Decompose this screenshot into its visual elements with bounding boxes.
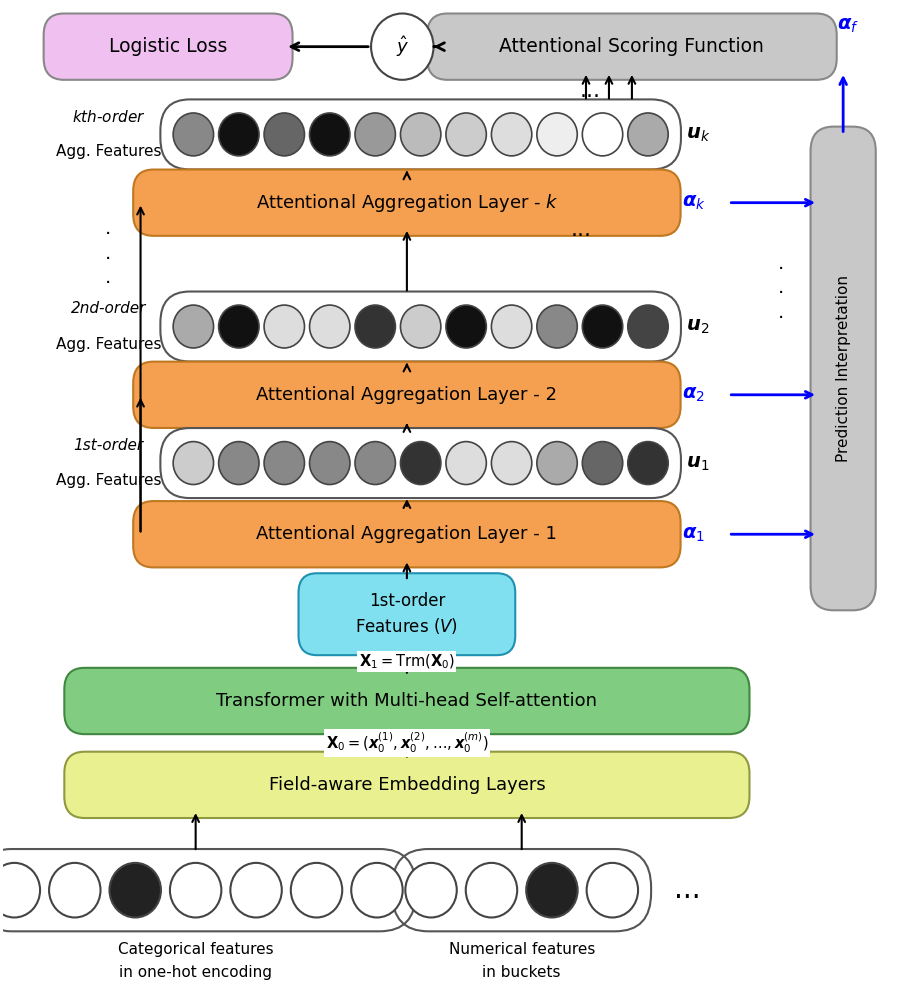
Text: $\boldsymbol{\alpha}_1$: $\boldsymbol{\alpha}_1$	[683, 525, 705, 543]
Circle shape	[446, 442, 486, 484]
FancyBboxPatch shape	[298, 573, 516, 655]
Circle shape	[446, 305, 486, 348]
Circle shape	[627, 442, 668, 484]
FancyBboxPatch shape	[43, 14, 293, 80]
Circle shape	[466, 863, 517, 918]
Circle shape	[173, 113, 213, 156]
Circle shape	[406, 863, 456, 918]
Text: Attentional Aggregation Layer - $k$: Attentional Aggregation Layer - $k$	[256, 191, 558, 214]
Circle shape	[219, 305, 259, 348]
Text: $\boldsymbol{u}_k$: $\boldsymbol{u}_k$	[687, 125, 711, 144]
Text: ...: ...	[361, 877, 388, 904]
Text: Logistic Loss: Logistic Loss	[109, 37, 227, 56]
Circle shape	[355, 442, 395, 484]
Text: 1st-order: 1st-order	[73, 438, 143, 453]
Circle shape	[537, 113, 578, 156]
Circle shape	[49, 863, 101, 918]
Text: 2nd-order: 2nd-order	[71, 302, 146, 317]
Circle shape	[110, 863, 161, 918]
Circle shape	[230, 863, 282, 918]
Circle shape	[627, 305, 668, 348]
FancyBboxPatch shape	[133, 170, 681, 236]
Circle shape	[355, 113, 395, 156]
Text: ...: ...	[571, 221, 592, 241]
Text: in buckets: in buckets	[482, 965, 561, 980]
Text: Prediction Interpretation: Prediction Interpretation	[835, 275, 851, 462]
Circle shape	[582, 442, 623, 484]
FancyBboxPatch shape	[133, 362, 681, 428]
Circle shape	[173, 442, 213, 484]
Text: Agg. Features: Agg. Features	[55, 145, 161, 160]
Text: Transformer with Multi-head Self-attention: Transformer with Multi-head Self-attenti…	[216, 692, 598, 710]
Text: ·: ·	[105, 274, 112, 293]
Text: ...: ...	[580, 81, 602, 101]
Circle shape	[400, 113, 441, 156]
Circle shape	[264, 113, 305, 156]
Circle shape	[219, 442, 259, 484]
Text: Categorical features: Categorical features	[118, 942, 274, 957]
FancyBboxPatch shape	[810, 126, 876, 610]
Text: Attentional Aggregation Layer - 2: Attentional Aggregation Layer - 2	[256, 386, 557, 404]
Text: Attentional Scoring Function: Attentional Scoring Function	[500, 37, 764, 56]
Circle shape	[582, 305, 623, 348]
Circle shape	[173, 305, 213, 348]
Text: Agg. Features: Agg. Features	[55, 336, 161, 352]
Circle shape	[355, 305, 395, 348]
Text: $\mathbf{X}_1=\mathrm{Trm}(\mathbf{X}_0)$: $\mathbf{X}_1=\mathrm{Trm}(\mathbf{X}_0)…	[359, 653, 455, 670]
Text: $\boldsymbol{\alpha}_f$: $\boldsymbol{\alpha}_f$	[837, 16, 858, 35]
Text: $\boldsymbol{u}_2$: $\boldsymbol{u}_2$	[687, 317, 710, 336]
Circle shape	[351, 863, 403, 918]
Circle shape	[400, 305, 441, 348]
Text: $\mathbf{X}_0=(\boldsymbol{x}_0^{(1)},\boldsymbol{x}_0^{(2)},\ldots,\boldsymbol{: $\mathbf{X}_0=(\boldsymbol{x}_0^{(1)},\b…	[325, 731, 488, 755]
Circle shape	[627, 113, 668, 156]
Circle shape	[219, 113, 259, 156]
Text: $\boldsymbol{\alpha}_2$: $\boldsymbol{\alpha}_2$	[683, 386, 705, 404]
Text: $\boldsymbol{\alpha}_k$: $\boldsymbol{\alpha}_k$	[683, 193, 706, 212]
FancyBboxPatch shape	[133, 501, 681, 567]
Circle shape	[264, 442, 305, 484]
Circle shape	[310, 113, 350, 156]
Text: Field-aware Embedding Layers: Field-aware Embedding Layers	[269, 776, 545, 794]
FancyBboxPatch shape	[65, 668, 749, 735]
Circle shape	[526, 863, 578, 918]
Circle shape	[492, 113, 532, 156]
Text: $\hat{y}$: $\hat{y}$	[395, 35, 409, 59]
Text: ·: ·	[778, 260, 784, 279]
Circle shape	[170, 863, 222, 918]
Circle shape	[537, 442, 578, 484]
Text: ·: ·	[105, 226, 112, 245]
Circle shape	[400, 442, 441, 484]
Circle shape	[537, 305, 578, 348]
Circle shape	[291, 863, 342, 918]
Circle shape	[264, 305, 305, 348]
Text: ...: ...	[674, 877, 700, 904]
Text: ·: ·	[778, 284, 784, 304]
Circle shape	[310, 442, 350, 484]
Text: $\boldsymbol{u}_1$: $\boldsymbol{u}_1$	[687, 454, 710, 472]
Text: ·: ·	[105, 249, 112, 269]
Circle shape	[492, 442, 532, 484]
Text: in one-hot encoding: in one-hot encoding	[119, 965, 273, 980]
Circle shape	[371, 14, 433, 80]
Text: 1st-order
Features ($V$): 1st-order Features ($V$)	[356, 592, 458, 636]
Circle shape	[582, 113, 623, 156]
Text: ·: ·	[778, 309, 784, 327]
Text: Attentional Aggregation Layer - 1: Attentional Aggregation Layer - 1	[257, 526, 557, 543]
Text: Agg. Features: Agg. Features	[55, 473, 161, 488]
Text: Numerical features: Numerical features	[448, 942, 595, 957]
Circle shape	[446, 113, 486, 156]
FancyBboxPatch shape	[427, 14, 837, 80]
FancyBboxPatch shape	[65, 751, 749, 818]
Text: $k$th-order: $k$th-order	[71, 108, 145, 125]
Circle shape	[587, 863, 638, 918]
Circle shape	[492, 305, 532, 348]
Circle shape	[310, 305, 350, 348]
Circle shape	[0, 863, 40, 918]
